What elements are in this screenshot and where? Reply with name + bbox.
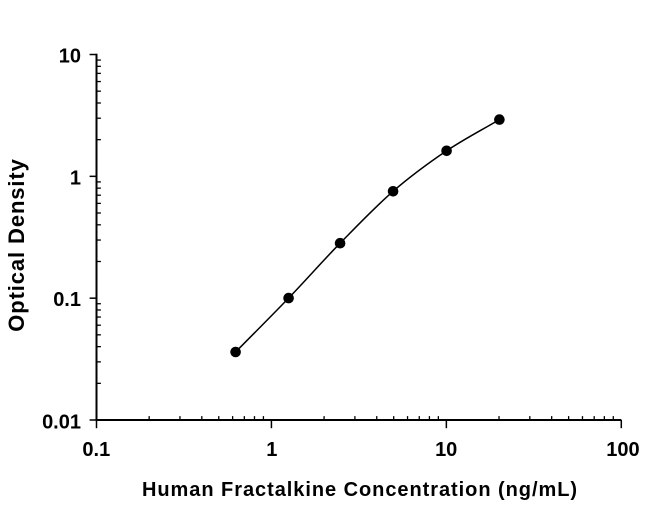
svg-text:Optical Density: Optical Density: [4, 158, 29, 332]
svg-text:0.01: 0.01: [42, 412, 81, 434]
svg-text:0.1: 0.1: [82, 439, 110, 461]
svg-text:1: 1: [266, 439, 277, 461]
svg-text:1: 1: [70, 168, 81, 190]
svg-text:100: 100: [606, 439, 639, 461]
svg-text:Human Fractalkine Concentratio: Human Fractalkine Concentration (ng/mL): [142, 479, 578, 501]
svg-text:10: 10: [59, 46, 81, 68]
svg-text:0.1: 0.1: [53, 289, 81, 311]
svg-text:10: 10: [435, 439, 457, 461]
